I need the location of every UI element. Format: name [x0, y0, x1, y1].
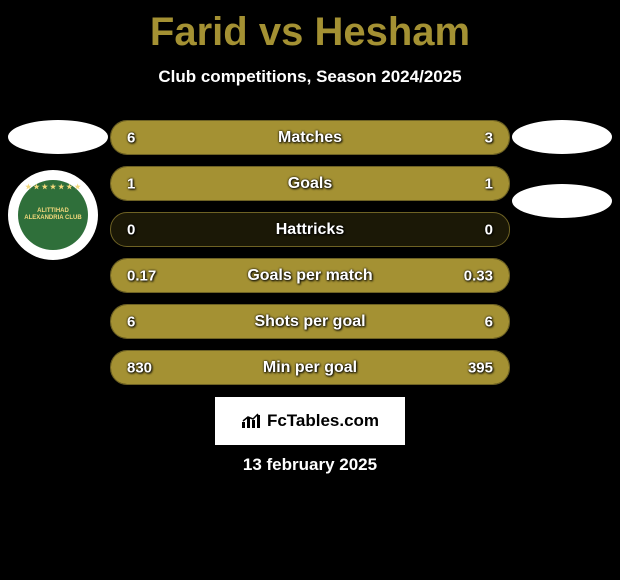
player-right-avatar: [512, 120, 612, 154]
stat-label: Shots per goal: [111, 313, 509, 331]
left-avatars: ALITTIHAD ALEXANDRIA CLUB: [8, 120, 108, 260]
page-title: Farid vs Hesham: [0, 0, 620, 55]
stat-label: Min per goal: [111, 359, 509, 377]
player-left-avatar: [8, 120, 108, 154]
stat-row: 66Shots per goal: [110, 304, 510, 339]
subtitle: Club competitions, Season 2024/2025: [0, 67, 620, 87]
stat-label: Goals per match: [111, 267, 509, 285]
stat-label: Hattricks: [111, 221, 509, 239]
stat-row: 830395Min per goal: [110, 350, 510, 385]
stat-label: Matches: [111, 129, 509, 147]
watermark: FcTables.com: [215, 397, 405, 445]
player-left-club-badge: ALITTIHAD ALEXANDRIA CLUB: [8, 170, 98, 260]
chart-icon: [241, 413, 261, 429]
stat-row: 00Hattricks: [110, 212, 510, 247]
club-badge-icon: ALITTIHAD ALEXANDRIA CLUB: [18, 180, 88, 250]
stats-container: 63Matches 11Goals 00Hattricks 0.170.33Goals…: [110, 120, 510, 385]
stat-row: 63Matches: [110, 120, 510, 155]
stat-row: 0.170.33Goals per match: [110, 258, 510, 293]
player-left-name: Farid: [150, 10, 248, 54]
stat-label: Goals: [111, 175, 509, 193]
player-right-club-badge: [512, 184, 612, 218]
date-text: 13 february 2025: [0, 455, 620, 475]
stat-row: 11Goals: [110, 166, 510, 201]
vs-text: vs: [259, 10, 304, 54]
right-avatars: [512, 120, 612, 218]
player-right-name: Hesham: [314, 10, 470, 54]
watermark-text: FcTables.com: [267, 411, 379, 431]
